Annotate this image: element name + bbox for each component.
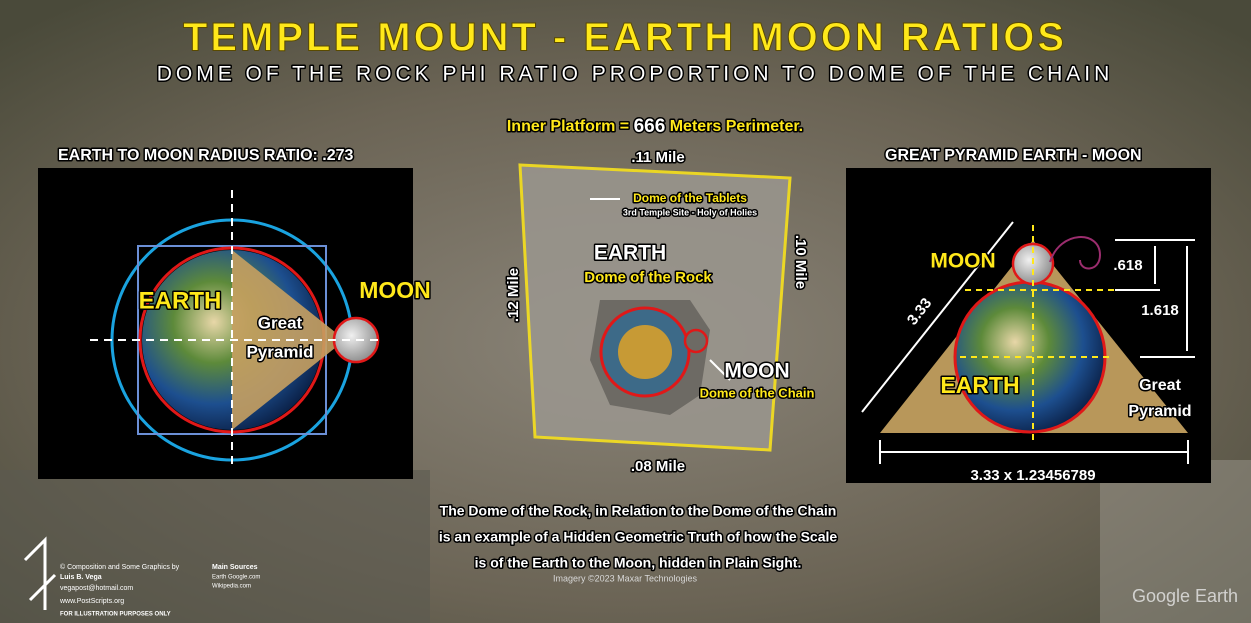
side-label: .11 Mile <box>631 149 684 166</box>
ratio-label: .618 <box>1113 257 1142 274</box>
pyramid-label: Great <box>258 313 303 332</box>
source: Wikipedia.com <box>212 584 251 590</box>
platform-prefix: Inner Platform = <box>507 118 629 135</box>
credit-note: FOR ILLUSTRATION PURPOSES ONLY <box>60 612 171 618</box>
platform-number: 666 <box>634 116 666 137</box>
earth-sub: Dome of the Rock <box>584 269 712 286</box>
moon-label: MOON <box>724 360 789 383</box>
moon-label: MOON <box>359 277 431 303</box>
subtitle: DOME OF THE ROCK PHI RATIO PROPORTION TO… <box>157 63 1114 86</box>
credit-line: © Composition and Some Graphics by <box>60 563 180 571</box>
tablets-sub: 3rd Temple Site - Holy of Holies <box>623 207 757 217</box>
watermark: Google Earth <box>1132 586 1238 606</box>
pyramid-label: Great <box>1139 377 1181 394</box>
earth-label: EARTH <box>940 372 1019 398</box>
title: TEMPLE MOUNT - EARTH MOON RATIOS <box>183 16 1067 60</box>
sources-title: Main Sources <box>212 564 258 571</box>
credit-author: Luis B. Vega <box>60 574 102 581</box>
dome-of-chain <box>685 330 707 352</box>
earth-label: EARTH <box>594 242 666 265</box>
platform-suffix: Meters Perimeter. <box>670 118 803 135</box>
credit-email: vegapost@hotmail.com <box>60 585 133 592</box>
infographic: TEMPLE MOUNT - EARTH MOON RATIOS DOME OF… <box>0 0 1251 623</box>
imagery-credit: Imagery ©2023 Maxar Technologies <box>553 573 698 583</box>
dome-gold <box>618 325 672 379</box>
base-label: 3.33 x 1.23456789 <box>970 467 1095 484</box>
left-title: EARTH TO MOON RADIUS RATIO: .273 <box>58 147 354 164</box>
pyramid-label: Pyramid <box>1128 403 1191 420</box>
source: Earth Google.com <box>212 575 260 581</box>
pyramid-label: Pyramid <box>246 342 313 361</box>
side-label: .10 Mile <box>792 235 809 289</box>
ratio-label: 1.618 <box>1141 302 1179 319</box>
side-label: .08 Mile <box>631 458 685 475</box>
credit-site: www.PostScripts.org <box>59 598 124 605</box>
side-label: .12 Mile <box>505 268 522 322</box>
tablets-label: Dome of the Tablets <box>633 191 747 205</box>
moon-sub: Dome of the Chain <box>700 385 815 400</box>
caption-line: The Dome of the Rock, in Relation to the… <box>440 503 837 519</box>
moon-label: MOON <box>930 250 995 273</box>
platform-note: Inner Platform = 666 Meters Perimeter. <box>507 116 803 137</box>
right-title: GREAT PYRAMID EARTH - MOON <box>885 147 1142 164</box>
caption-line: is an example of a Hidden Geometric Trut… <box>439 529 838 545</box>
caption-line: is of the Earth to the Moon, hidden in P… <box>475 555 802 571</box>
earth-label: EARTH <box>139 287 222 314</box>
